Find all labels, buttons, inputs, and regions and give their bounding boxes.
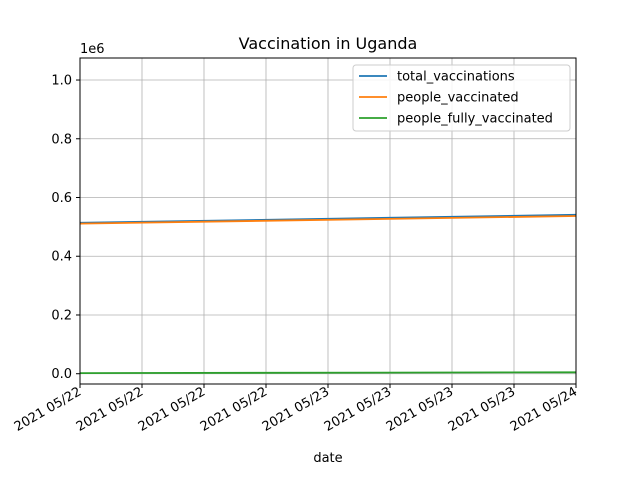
series-lines — [79, 213, 577, 375]
series-line-people-fully-vaccinated — [79, 371, 577, 375]
x-tick-label: 2021 05/22 — [198, 384, 270, 434]
y-tick-label: 0.2 — [51, 308, 72, 323]
x-axis-label: date — [313, 451, 342, 466]
x-tick-label: 2021 05/23 — [384, 384, 456, 434]
legend-label: people_vaccinated — [397, 91, 519, 106]
legend-label: total_vaccinations — [397, 70, 515, 85]
x-tick-label: 2021 05/22 — [136, 384, 208, 434]
legend: total_vaccinations people_vaccinatedpeopl… — [352, 64, 571, 132]
x-tick-label: 2021 05/22 — [12, 384, 84, 434]
y-tick-label: 0.0 — [51, 367, 72, 382]
x-tick-label: 2021 05/22 — [74, 384, 146, 434]
y-tick-label: 0.6 — [51, 191, 72, 206]
chart-title: Vaccination in Uganda — [239, 34, 418, 53]
series-line-people-vaccinated — [79, 215, 577, 225]
y-tick-label: 0.8 — [51, 132, 72, 147]
legend-label: people_fully_vaccinated — [397, 112, 553, 127]
legend-box — [352, 64, 571, 132]
y-tick-label: 1.0 — [51, 74, 72, 89]
x-tick-label: 2021 05/24 — [508, 384, 580, 434]
y-tick-label: 0.4 — [51, 250, 72, 265]
plot-area-frame — [79, 57, 577, 385]
x-tick-label: 2021 05/23 — [446, 384, 518, 434]
x-tick-label: 2021 05/23 — [260, 384, 332, 434]
y-offset-label: 1e6 — [80, 42, 105, 57]
y-axis-ticks: 0.0 0.2 0.4 0.6 0.8 1.0 — [51, 74, 80, 382]
x-tick-label: 2021 05/23 — [322, 384, 394, 434]
